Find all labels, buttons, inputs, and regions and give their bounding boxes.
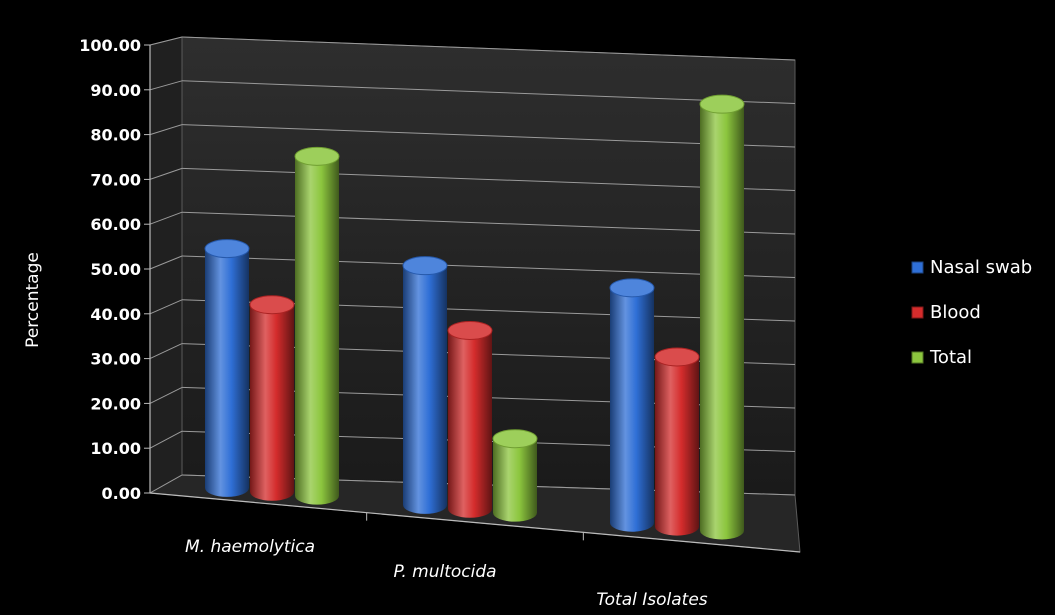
y-tick-label: 100.00 [79,36,141,55]
y-tick-label: 50.00 [90,260,141,279]
bar-body [250,304,294,501]
bar-top [654,347,700,367]
y-tick-label: 20.00 [90,394,141,413]
legend-swatch [911,306,924,319]
bar-blood-3 [654,347,700,536]
legend-item: Nasal swab [911,257,1032,278]
bar-body [403,265,447,514]
category-label: Total Isolates [596,590,707,610]
legend-label: Total [929,347,972,368]
y-tick-label: 10.00 [90,439,141,458]
bar-top [447,320,493,340]
gridline-side [149,167,183,180]
legend-label: Blood [930,302,981,323]
bar-body [493,438,537,522]
bar-total-3 [699,94,745,540]
gridline [181,124,796,148]
legend: Nasal swab Blood Total [911,257,1032,368]
gridline [181,255,796,278]
bar-top [609,278,655,298]
bar-top [249,295,295,315]
gridline [181,211,796,235]
legend-item: Blood [911,302,981,323]
y-tick-labels: 0.00 10.00 20.00 30.00 40.00 50.00 60.00 70.00 8… [79,36,141,503]
y-tick-label: 30.00 [90,350,141,369]
gridline-side [149,36,183,46]
bar-nasal-swab-3 [609,278,655,532]
gridline-side [149,124,183,136]
bar-body [295,156,339,505]
bar-nasal-swab-1 [204,239,250,497]
bars [204,94,745,540]
bar-top [204,239,250,259]
bar-body [610,287,654,532]
side-wall [149,36,183,494]
category-labels: M. haemolytica P. multocida Total Isolates [185,537,708,610]
gridline [181,167,796,191]
y-tick-label: 90.00 [90,81,141,100]
bar-body [205,248,249,497]
gridline-side [149,299,183,315]
bar-top [294,146,340,166]
gridline-side [149,343,183,360]
y-tick-label: 70.00 [90,170,141,189]
y-tick-label: 0.00 [102,484,141,503]
bar-body [655,356,699,536]
legend-swatch [911,351,924,364]
gridline-side [149,430,183,449]
y-tick-label: 60.00 [90,215,141,234]
bar-top [402,256,448,276]
bar-blood-1 [249,295,295,501]
gridline [181,36,796,61]
legend-item: Total [911,347,972,368]
category-label: P. multocida [393,562,496,582]
y-axis-label: Percentage [23,252,43,348]
gridline-side [149,386,183,404]
legend-swatch [911,261,924,274]
bar-top [492,429,538,449]
gridline [181,80,796,104]
y-tick-label: 80.00 [90,126,141,145]
legend-label: Nasal swab [930,257,1032,278]
bar-body [448,330,492,518]
bar-top [699,94,745,114]
bar-blood-2 [447,320,493,518]
y-tick-label: 40.00 [90,305,141,324]
bar-total-2 [492,429,538,522]
gridline-side [149,474,183,494]
gridline-side [149,255,183,270]
bar-total-1 [294,146,340,505]
category-label: M. haemolytica [185,537,315,557]
bar-body [700,104,744,540]
gridline-side [149,211,183,225]
bar-nasal-swab-2 [402,256,448,514]
gridline-side [149,80,183,91]
x-axis [149,492,801,553]
axes [149,45,801,553]
